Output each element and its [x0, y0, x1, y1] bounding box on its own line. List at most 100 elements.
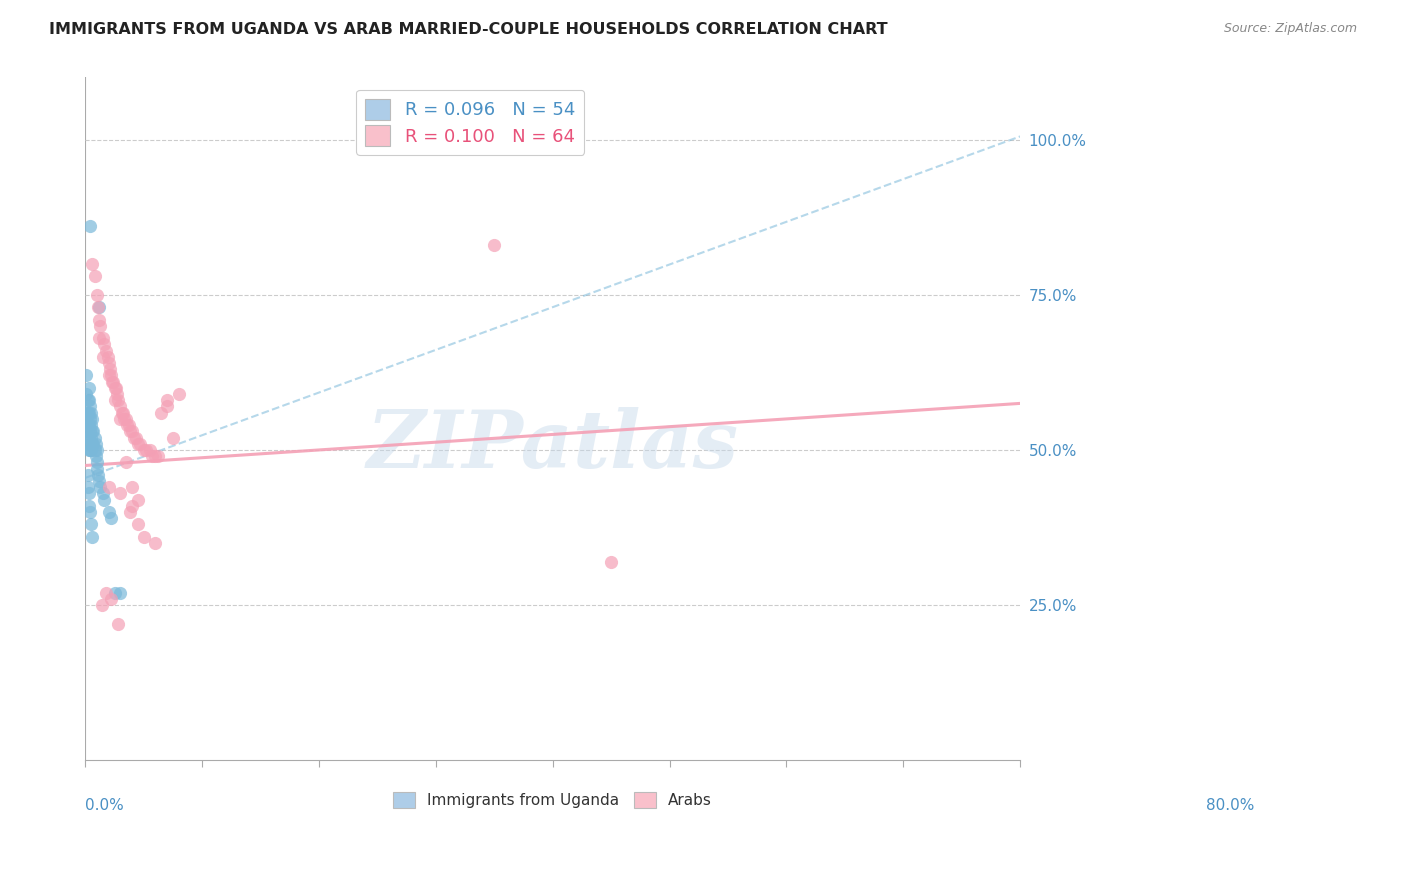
Point — [162, 431, 184, 445]
Point — [150, 406, 173, 420]
Point — [484, 238, 506, 252]
Point — [145, 449, 167, 463]
Point — [121, 425, 143, 439]
Point — [121, 499, 143, 513]
Point — [98, 362, 121, 376]
Point — [129, 436, 152, 450]
Point — [75, 406, 97, 420]
Point — [118, 505, 141, 519]
Point — [82, 412, 104, 426]
Point — [89, 312, 111, 326]
Point — [132, 442, 155, 457]
Point — [76, 418, 98, 433]
Point — [80, 442, 103, 457]
Point — [97, 356, 120, 370]
Point — [82, 530, 104, 544]
Point — [76, 431, 98, 445]
Legend: Immigrants from Uganda, Arabs: Immigrants from Uganda, Arabs — [388, 786, 718, 814]
Point — [110, 400, 132, 414]
Point — [87, 300, 110, 314]
Point — [103, 393, 125, 408]
Point — [80, 418, 103, 433]
Point — [77, 393, 100, 408]
Point — [77, 381, 100, 395]
Point — [77, 499, 100, 513]
Point — [103, 375, 125, 389]
Point — [91, 350, 114, 364]
Point — [105, 387, 128, 401]
Point — [82, 257, 104, 271]
Point — [112, 412, 135, 426]
Point — [146, 449, 169, 463]
Point — [90, 598, 112, 612]
Point — [77, 486, 100, 500]
Point — [97, 480, 120, 494]
Point — [83, 269, 105, 284]
Point — [111, 406, 134, 420]
Point — [110, 412, 132, 426]
Point — [96, 343, 118, 358]
Point — [115, 455, 138, 469]
Point — [79, 442, 101, 457]
Point — [77, 406, 100, 420]
Point — [86, 442, 108, 457]
Point — [167, 387, 190, 401]
Point — [141, 449, 163, 463]
Point — [87, 467, 110, 482]
Point — [79, 219, 101, 234]
Point — [97, 368, 120, 383]
Point — [127, 492, 149, 507]
Point — [103, 381, 125, 395]
Point — [127, 517, 149, 532]
Point — [96, 350, 118, 364]
Point — [117, 418, 139, 433]
Text: 0.0%: 0.0% — [86, 798, 124, 813]
Point — [156, 393, 179, 408]
Point — [96, 586, 118, 600]
Point — [93, 492, 115, 507]
Point — [83, 442, 105, 457]
Point — [82, 436, 104, 450]
Point — [100, 591, 122, 606]
Point — [117, 418, 139, 433]
Point — [80, 431, 103, 445]
Point — [80, 406, 103, 420]
Point — [115, 412, 138, 426]
Point — [124, 431, 146, 445]
Point — [110, 406, 132, 420]
Point — [83, 431, 105, 445]
Point — [76, 480, 98, 494]
Point — [77, 431, 100, 445]
Point — [100, 511, 122, 525]
Point — [100, 368, 122, 383]
Point — [89, 318, 111, 333]
Point — [77, 442, 100, 457]
Point — [93, 337, 115, 351]
Point — [135, 442, 157, 457]
Point — [600, 555, 623, 569]
Point — [101, 375, 124, 389]
Point — [80, 517, 103, 532]
Text: ZIPatlas: ZIPatlas — [367, 408, 738, 485]
Point — [132, 530, 155, 544]
Point — [82, 425, 104, 439]
Point — [79, 412, 101, 426]
Point — [89, 300, 111, 314]
Point — [75, 368, 97, 383]
Point — [124, 431, 146, 445]
Point — [76, 406, 98, 420]
Point — [91, 486, 114, 500]
Point — [79, 436, 101, 450]
Point — [118, 425, 141, 439]
Point — [79, 505, 101, 519]
Point — [89, 480, 111, 494]
Point — [97, 505, 120, 519]
Point — [107, 616, 129, 631]
Point — [110, 586, 132, 600]
Point — [84, 436, 107, 450]
Point — [77, 418, 100, 433]
Point — [156, 400, 179, 414]
Point — [89, 331, 111, 345]
Point — [84, 449, 107, 463]
Point — [107, 393, 129, 408]
